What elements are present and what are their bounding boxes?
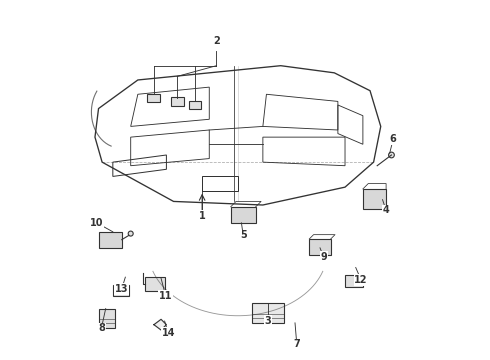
Text: 14: 14 — [161, 328, 175, 338]
Bar — [345, 275, 363, 287]
Text: 8: 8 — [98, 323, 105, 333]
Text: 12: 12 — [354, 275, 368, 285]
Circle shape — [389, 152, 394, 158]
Text: 4: 4 — [383, 205, 390, 215]
Text: 9: 9 — [320, 252, 327, 262]
Text: 13: 13 — [115, 284, 128, 294]
Bar — [252, 303, 284, 323]
Circle shape — [128, 231, 133, 236]
Bar — [98, 232, 122, 248]
Text: 2: 2 — [213, 36, 220, 46]
Bar — [147, 94, 160, 102]
Bar — [98, 309, 115, 328]
Bar — [189, 101, 201, 109]
Text: 6: 6 — [390, 134, 396, 144]
Bar — [145, 277, 165, 291]
Bar — [363, 189, 386, 208]
Bar — [113, 285, 129, 296]
Bar — [171, 97, 184, 106]
Bar — [309, 239, 331, 255]
Text: 11: 11 — [159, 291, 172, 301]
Text: 7: 7 — [294, 339, 300, 349]
Text: 3: 3 — [265, 316, 271, 326]
Text: 1: 1 — [199, 211, 205, 221]
Polygon shape — [154, 319, 167, 330]
Text: 5: 5 — [240, 230, 246, 240]
Bar — [231, 207, 256, 223]
Text: 10: 10 — [90, 218, 103, 228]
